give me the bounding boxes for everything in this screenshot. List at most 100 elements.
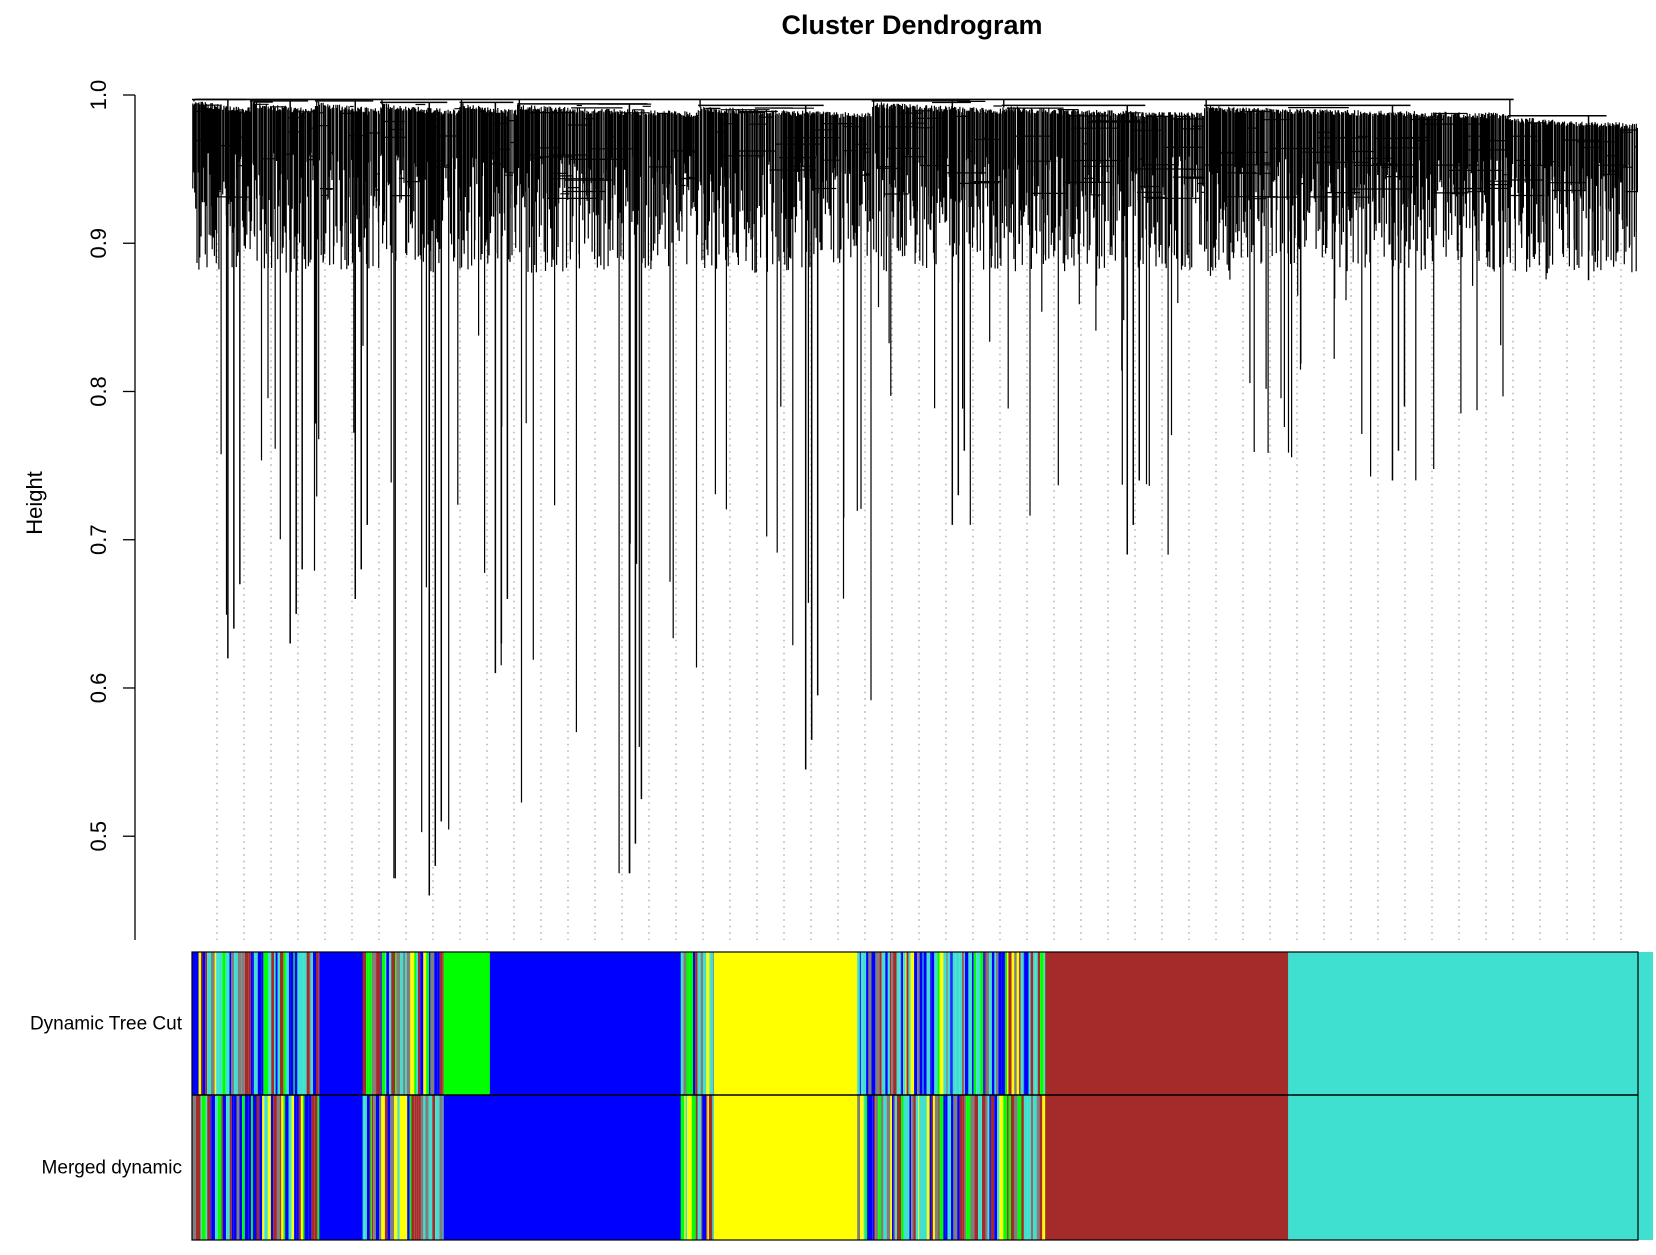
color-strip [951,1095,954,1240]
branch-deep-arm [1001,104,1146,555]
color-strip [416,1095,419,1240]
color-strip [1020,952,1024,1095]
color-strip [872,1095,874,1240]
color-strip [713,952,714,1095]
color-strip [317,1095,320,1240]
color-strip [901,1095,904,1240]
color-strip [244,952,249,1095]
color-strip [980,952,984,1095]
color-strip [418,1095,421,1240]
color-strip [1031,1095,1033,1240]
color-strip [298,1095,301,1240]
color-strip [959,1095,963,1240]
color-strip [274,952,276,1095]
color-strip [974,1095,978,1240]
color-strip [1021,1095,1024,1240]
color-strip [1039,1095,1043,1240]
branch-stems [517,103,699,874]
color-row-label: Dynamic Tree Cut [30,1014,183,1035]
color-strip [910,952,915,1095]
branch-deep-arm [1204,104,1411,481]
color-strip [914,952,918,1095]
color-strip [947,952,951,1095]
color-strip [385,952,387,1095]
color-strip [229,952,232,1095]
color-strip [903,1095,908,1240]
color-strip [1027,1095,1032,1240]
color-strip [970,1095,975,1240]
color-strip [680,1095,685,1240]
color-strip [442,1095,444,1240]
color-strip [890,1095,892,1240]
color-strip [1024,952,1029,1095]
color-strip [371,1095,374,1240]
color-strip [318,952,320,1095]
color-strip [962,1095,965,1240]
color-strip [943,952,947,1095]
color-strip [945,1095,948,1240]
color-strip [435,1095,438,1240]
color-strip [857,952,860,1095]
color-strip [1003,1095,1008,1240]
dendrogram-tree [192,98,1638,896]
color-strip [923,952,927,1095]
color-strip [304,1095,309,1240]
color-strip [380,952,382,1095]
dendrogram-branch [517,99,699,874]
color-strip [291,1095,295,1240]
color-strip [985,952,987,1095]
color-strip [430,952,435,1095]
color-strip [216,952,219,1095]
color-strip [903,952,906,1095]
color-strip [396,952,401,1095]
branch-deep-arm [314,100,374,600]
color-strip [210,1095,212,1240]
color-strip [911,1095,914,1240]
color-strip [370,1095,372,1240]
color-strip [222,1095,227,1240]
color-strip [915,1095,918,1240]
color-strip [362,952,367,1095]
color-strip [962,952,964,1095]
module-segment-green [443,952,491,1095]
dendrogram-branch [249,99,316,644]
leaf-guide-dots [216,243,1622,940]
color-strip [907,1095,910,1240]
chart-title: Cluster Dendrogram [781,10,1042,40]
color-strip [376,952,381,1095]
color-strip [277,1095,281,1240]
color-strip [863,1095,865,1240]
color-strip [303,952,307,1095]
color-rows-frame [191,951,1639,1241]
color-strip [214,952,217,1095]
color-strip [963,952,965,1095]
color-strip [437,1095,440,1240]
y-axis: 0.5 0.6 0.7 0.8 0.9 1.0 [86,80,136,940]
color-strip [248,1095,252,1240]
color-strip [885,952,888,1095]
color-strip [222,952,226,1095]
color-strip [955,952,960,1095]
color-strip [409,1095,412,1240]
color-strip [200,1095,202,1240]
color-strip [381,952,386,1095]
color-strip [308,1095,312,1240]
color-strip [261,952,264,1095]
color-strip [865,1095,868,1240]
dendrogram-branch [192,98,251,659]
color-strip [689,952,693,1095]
color-strip [426,952,429,1095]
color-strip [997,1095,1000,1240]
color-strip [862,1095,864,1240]
color-strip [898,952,900,1095]
color-strip [964,952,969,1095]
module-segment-blue [319,952,364,1095]
color-strip [703,952,707,1095]
color-strip [237,952,242,1095]
color-strip [893,952,897,1095]
color-strip [706,1095,708,1240]
color-strip [375,952,377,1095]
color-strip [410,952,414,1095]
color-strip [311,1095,315,1240]
color-strip [414,1095,417,1240]
